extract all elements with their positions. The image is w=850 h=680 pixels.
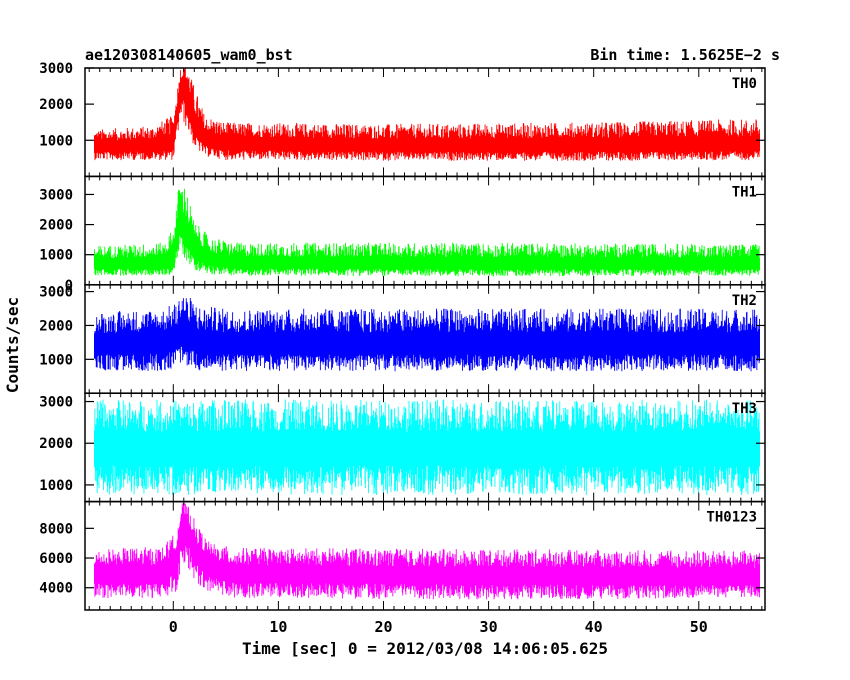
series-line-th2 xyxy=(94,298,761,372)
panel-label: TH3 xyxy=(732,401,757,417)
panel-th2: 1000 2000 3000 TH2 xyxy=(39,284,766,394)
x-axis-label: Time [sec] 0 = 2012/03/08 14:06:05.625 xyxy=(242,639,608,658)
panel-th3: 1000 2000 3000 TH3 xyxy=(39,392,766,503)
panel-th1: 0 1000 2000 3000 TH1 xyxy=(39,175,766,294)
y-tick-label: 3000 xyxy=(39,395,73,411)
series-line-th1 xyxy=(94,188,761,277)
y-tick-label: 0 xyxy=(65,278,73,294)
y-tick-label: 1000 xyxy=(39,352,73,368)
panel-stack: 1000 2000 3000 TH0 0 1000 2000 3000 TH1 1000 2000 3… xyxy=(39,61,766,611)
source-id-label: ae120308140605_wam0_bst xyxy=(85,46,293,64)
x-tick-label: 30 xyxy=(480,618,498,636)
x-axis: 0 10 20 30 40 50 xyxy=(169,618,708,636)
y-tick-label: 2000 xyxy=(39,318,73,334)
y-tick-label: 8000 xyxy=(39,521,73,537)
y-tick-label: 6000 xyxy=(39,551,73,567)
y-axis-label: Counts/sec xyxy=(3,297,22,393)
panel-label: TH0 xyxy=(732,76,757,92)
y-tick-label: 2000 xyxy=(39,97,73,113)
series-line-th3 xyxy=(94,399,761,495)
panel-label: TH0123 xyxy=(706,510,757,526)
x-tick-label: 50 xyxy=(690,618,708,636)
y-tick-label: 2000 xyxy=(39,436,73,452)
panel-label: TH1 xyxy=(732,184,757,200)
y-tick-label: 4000 xyxy=(39,581,73,597)
y-tick-label: 3000 xyxy=(39,187,73,203)
y-tick-label: 1000 xyxy=(39,478,73,494)
y-tick-label: 1000 xyxy=(39,248,73,264)
panel-frame xyxy=(84,500,766,611)
panel-th0: 1000 2000 3000 TH0 xyxy=(39,61,766,178)
y-tick-label: 3000 xyxy=(39,61,73,77)
series-line-th0 xyxy=(94,68,761,161)
panel-label: TH2 xyxy=(732,293,757,309)
bin-time-label: Bin time: 1.5625E−2 s xyxy=(590,46,780,64)
y-tick-label: 2000 xyxy=(39,218,73,234)
y-tick-label: 3000 xyxy=(39,285,73,301)
series-line-th0123 xyxy=(94,502,761,600)
y-tick-label: 1000 xyxy=(39,133,73,149)
x-tick-label: 20 xyxy=(374,618,392,636)
x-tick-label: 0 xyxy=(169,618,178,636)
x-tick-label: 10 xyxy=(269,618,287,636)
panel-th0123: 4000 6000 8000 TH0123 xyxy=(39,500,766,611)
x-tick-label: 40 xyxy=(585,618,603,636)
